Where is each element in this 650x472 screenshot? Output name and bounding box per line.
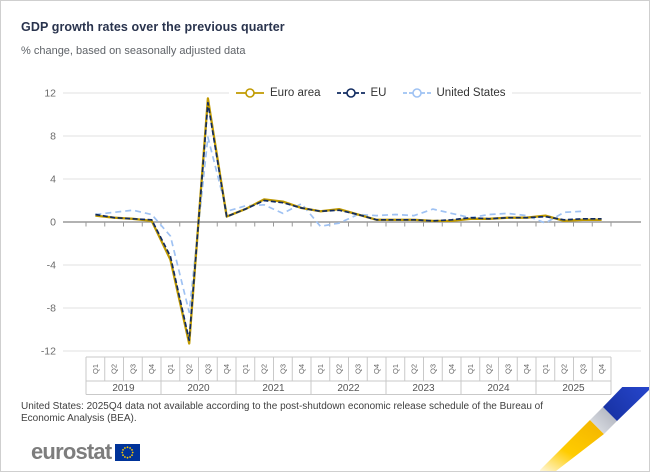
legend-item-label: EU (370, 87, 387, 99)
x-axis-quarter-label: Q3 (353, 364, 362, 374)
x-axis-quarter-label: Q1 (466, 364, 475, 374)
eurostat-logo: eurostat (31, 439, 141, 465)
x-axis-year-label: 2019 (112, 383, 135, 394)
x-axis-quarter-label: Q4 (522, 364, 531, 374)
x-axis-quarter-label: Q2 (485, 364, 494, 374)
page-title: GDP growth rates over the previous quart… (21, 20, 285, 34)
x-axis-quarter-label: Q2 (185, 364, 194, 374)
united-states-marker-icon (402, 88, 431, 98)
x-axis-quarter-label: Q4 (297, 364, 306, 374)
x-axis-quarter-label: Q2 (110, 364, 119, 374)
eu-marker-icon (336, 88, 365, 98)
legend-item-label: Euro area (270, 87, 321, 99)
x-axis-quarter-label: Q2 (260, 364, 269, 374)
y-axis-tick-label: -12 (41, 346, 56, 358)
x-axis-year-label: 2020 (187, 383, 210, 394)
x-axis-quarter-label: Q1 (241, 364, 250, 374)
euro-area-marker-icon (236, 88, 264, 98)
x-axis-year-label: 2021 (262, 383, 285, 394)
y-axis-tick-label: -8 (47, 303, 56, 315)
y-axis-tick-label: -4 (47, 260, 56, 272)
x-axis-quarter-label: Q4 (597, 364, 606, 374)
y-axis-tick-label: 12 (44, 88, 56, 100)
x-axis-quarter-label: Q1 (391, 364, 400, 374)
x-axis-quarter-label: Q4 (372, 364, 381, 374)
gdp-line-chart: 12 8 4 0 -4 -8 -12 Q1 Q2 Q3 Q4 Q1 Q2 Q3 Q4 Q1 Q2 Q3 Q4 Q1 Q2… (41, 88, 641, 395)
legend-item-eu[interactable]: EU (336, 87, 387, 99)
x-axis-quarter-label: Q3 (503, 364, 512, 374)
x-axis-year-label: 2025 (562, 383, 585, 394)
x-axis-year-label: 2023 (412, 383, 435, 394)
y-axis-tick-label: 0 (50, 217, 56, 229)
x-axis-quarter-label: Q2 (410, 364, 419, 374)
x-axis-quarter-label: Q1 (166, 364, 175, 374)
series-line-euro-area (95, 97, 602, 345)
eurostat-logo-text: eurostat (31, 439, 112, 464)
page-subtitle: % change, based on seasonally adjusted d… (21, 45, 246, 57)
x-axis-quarter-label: Q4 (447, 364, 456, 374)
x-axis-quarter-label: Q4 (222, 364, 231, 374)
series-line-eu (95, 101, 602, 342)
trend-arrow-graphic (540, 387, 649, 471)
x-axis-quarter-label: Q3 (128, 364, 137, 374)
x-axis-year-label: 2024 (487, 383, 510, 394)
x-axis-quarter-label: Q2 (335, 364, 344, 374)
chart-legend: Euro area EU United States (229, 85, 512, 101)
x-axis-quarter-label: Q2 (560, 364, 569, 374)
eu-flag-icon (115, 443, 141, 461)
x-axis-quarter-label: Q3 (203, 364, 212, 374)
x-axis-quarter-label: Q3 (428, 364, 437, 374)
y-axis-tick-label: 4 (50, 174, 56, 186)
x-axis-quarter-label: Q1 (316, 364, 325, 374)
x-axis-quarter-label: Q1 (91, 364, 100, 374)
x-axis-quarter-label: Q1 (541, 364, 550, 374)
series-line-united-states (95, 136, 583, 314)
x-axis-quarter-label: Q3 (278, 364, 287, 374)
x-axis-quarter-label: Q3 (578, 364, 587, 374)
x-axis-year-label: 2022 (337, 383, 360, 394)
x-axis-quarter-label: Q4 (147, 364, 156, 374)
footnote-text: United States: 2025Q4 data not available… (21, 401, 544, 424)
legend-item-euro-area[interactable]: Euro area (235, 87, 321, 99)
legend-item-united-states[interactable]: United States (402, 87, 506, 99)
legend-item-label: United States (436, 87, 506, 99)
y-axis-tick-label: 8 (50, 131, 56, 143)
